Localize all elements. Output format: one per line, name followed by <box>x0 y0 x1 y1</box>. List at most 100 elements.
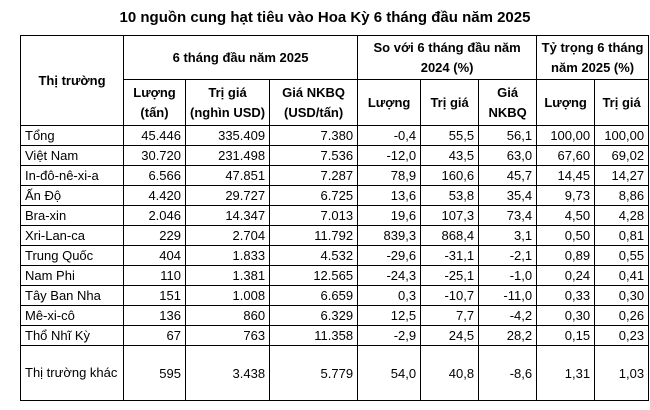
cell-volume: 67 <box>123 325 186 346</box>
cell-cmp-price: 28,2 <box>478 325 538 346</box>
header-share-2025: Tỷ trọng 6 tháng năm 2025 (%) <box>536 35 650 80</box>
cell-avg-price: 11.358 <box>269 325 359 346</box>
header-six-months-2025: 6 tháng đầu năm 2025 <box>122 35 359 80</box>
cell-volume: 136 <box>123 305 186 326</box>
cell-market-name: Trung Quốc <box>20 245 124 266</box>
pepper-supply-table: Thị trường 6 tháng đầu năm 2025 So với 6… <box>20 35 650 401</box>
cell-cmp-volume: 0,3 <box>357 285 422 306</box>
cell-cmp-volume: -2,9 <box>357 325 422 346</box>
cell-avg-price: 7.536 <box>269 145 359 166</box>
cell-market-name: In-đô-nê-xi-a <box>20 165 124 186</box>
cell-market-name: Thị trường khác <box>20 345 124 401</box>
cell-value: 1.008 <box>184 285 271 306</box>
cell-cmp-price: 56,1 <box>478 125 538 146</box>
cell-share-value: 0,81 <box>594 225 650 246</box>
cell-market-name: Bra-xin <box>20 205 124 226</box>
cell-cmp-volume: -12,0 <box>357 145 422 166</box>
cell-share-volume: 4,50 <box>536 205 596 226</box>
cell-market-name: Ấn Độ <box>20 185 124 206</box>
cell-share-volume: 1,31 <box>536 345 596 401</box>
cell-market-name: Tổng <box>20 125 124 146</box>
table-title: 10 nguồn cung hạt tiêu vào Hoa Kỳ 6 thán… <box>119 9 531 26</box>
cell-volume: 45.446 <box>123 125 186 146</box>
cell-value: 47.851 <box>184 165 271 186</box>
cell-value: 29.727 <box>184 185 271 206</box>
cell-cmp-volume: -24,3 <box>357 265 422 286</box>
cell-cmp-price: 63,0 <box>478 145 538 166</box>
cell-market-name: Tây Ban Nha <box>20 285 124 306</box>
cell-avg-price: 11.792 <box>269 225 359 246</box>
table-row: Thổ Nhĩ Kỳ 67 763 11.358 -2,9 24,5 28,2 0,15 0,2… <box>20 325 650 346</box>
cell-avg-price: 7.380 <box>269 125 359 146</box>
cell-cmp-price: 45,7 <box>478 165 538 186</box>
cell-market-name: Nam Phi <box>20 265 124 286</box>
cell-cmp-volume: 13,6 <box>357 185 422 206</box>
table-row: Tây Ban Nha 151 1.008 6.659 0,3 -10,7 -11,0 0,3… <box>20 285 650 306</box>
header-compare-2024: So với 6 tháng đầu năm 2024 (%) <box>357 35 538 80</box>
cell-share-value: 4,28 <box>594 205 650 226</box>
cell-cmp-value: 53,8 <box>420 185 480 206</box>
cell-cmp-price: -1,0 <box>478 265 538 286</box>
table-row: Ấn Độ 4.420 29.727 6.725 13,6 53,8 35,4 9,73 8,8… <box>20 185 650 206</box>
cell-share-value: 69,02 <box>594 145 650 166</box>
cell-avg-price: 12.565 <box>269 265 359 286</box>
cell-avg-price: 6.329 <box>269 305 359 326</box>
header-share-volume: Lượng <box>536 79 596 126</box>
table-row: Việt Nam 30.720 231.498 7.536 -12,0 43,5 63,0 6… <box>20 145 650 166</box>
cell-cmp-value: 24,5 <box>420 325 480 346</box>
header-cmp-value: Trị giá <box>420 79 480 126</box>
cell-volume: 4.420 <box>123 185 186 206</box>
cell-market-name: Xri-Lan-ca <box>20 225 124 246</box>
cell-share-value: 0,55 <box>594 245 650 266</box>
header-value: Trị giá (nghìn USD) <box>184 79 271 126</box>
cell-value: 335.409 <box>184 125 271 146</box>
cell-value: 763 <box>184 325 271 346</box>
cell-volume: 151 <box>123 285 186 306</box>
cell-cmp-price: -11,0 <box>478 285 538 306</box>
cell-share-volume: 100,00 <box>536 125 596 146</box>
cell-cmp-value: 107,3 <box>420 205 480 226</box>
table-row: In-đô-nê-xi-a 6.566 47.851 7.287 78,9 160,6 45… <box>20 165 650 186</box>
cell-value: 14.347 <box>184 205 271 226</box>
table-row: Trung Quốc 404 1.833 4.532 -29,6 -31,1 -2,1 0,8… <box>20 245 650 266</box>
cell-share-volume: 0,15 <box>536 325 596 346</box>
cell-value: 860 <box>184 305 271 326</box>
cell-volume: 110 <box>123 265 186 286</box>
cell-share-value: 0,30 <box>594 285 650 306</box>
cell-cmp-volume: -29,6 <box>357 245 422 266</box>
table-row: Nam Phi 110 1.381 12.565 -24,3 -25,1 -1,0 0,24 0… <box>20 265 650 286</box>
cell-cmp-volume: 19,6 <box>357 205 422 226</box>
cell-market-name: Thổ Nhĩ Kỳ <box>20 325 124 346</box>
cell-share-volume: 67,60 <box>536 145 596 166</box>
cell-share-value: 0,26 <box>594 305 650 326</box>
cell-cmp-volume: -0,4 <box>357 125 422 146</box>
cell-cmp-value: -10,7 <box>420 285 480 306</box>
cell-cmp-value: 43,5 <box>420 145 480 166</box>
cell-avg-price: 6.659 <box>269 285 359 306</box>
cell-cmp-value: 160,6 <box>420 165 480 186</box>
table-row: Xri-Lan-ca 229 2.704 11.792 839,3 868,4 3,1 0,5… <box>20 225 650 246</box>
header-cmp-volume: Lượng <box>357 79 422 126</box>
cell-cmp-volume: 54,0 <box>357 345 422 401</box>
cell-cmp-price: -8,6 <box>478 345 538 401</box>
cell-volume: 2.046 <box>123 205 186 226</box>
cell-share-volume: 14,45 <box>536 165 596 186</box>
cell-market-name: Mê-xi-cô <box>20 305 124 326</box>
cell-value: 3.438 <box>184 345 271 401</box>
cell-share-volume: 0,89 <box>536 245 596 266</box>
cell-volume: 30.720 <box>123 145 186 166</box>
cell-share-volume: 0,24 <box>536 265 596 286</box>
cell-share-volume: 0,50 <box>536 225 596 246</box>
cell-volume: 595 <box>123 345 186 401</box>
cell-cmp-volume: 12,5 <box>357 305 422 326</box>
cell-share-volume: 0,30 <box>536 305 596 326</box>
cell-avg-price: 6.725 <box>269 185 359 206</box>
cell-value: 1.381 <box>184 265 271 286</box>
cell-volume: 229 <box>123 225 186 246</box>
cell-cmp-volume: 78,9 <box>357 165 422 186</box>
header-avg-price: Giá NKBQ (USD/tấn) <box>269 79 359 126</box>
table-row: Tổng 45.446 335.409 7.380 -0,4 55,5 56,1 100,00… <box>20 125 650 146</box>
table-row: Bra-xin 2.046 14.347 7.013 19,6 107,3 73,4 4,50… <box>20 205 650 226</box>
cell-share-value: 14,27 <box>594 165 650 186</box>
cell-share-value: 0,23 <box>594 325 650 346</box>
